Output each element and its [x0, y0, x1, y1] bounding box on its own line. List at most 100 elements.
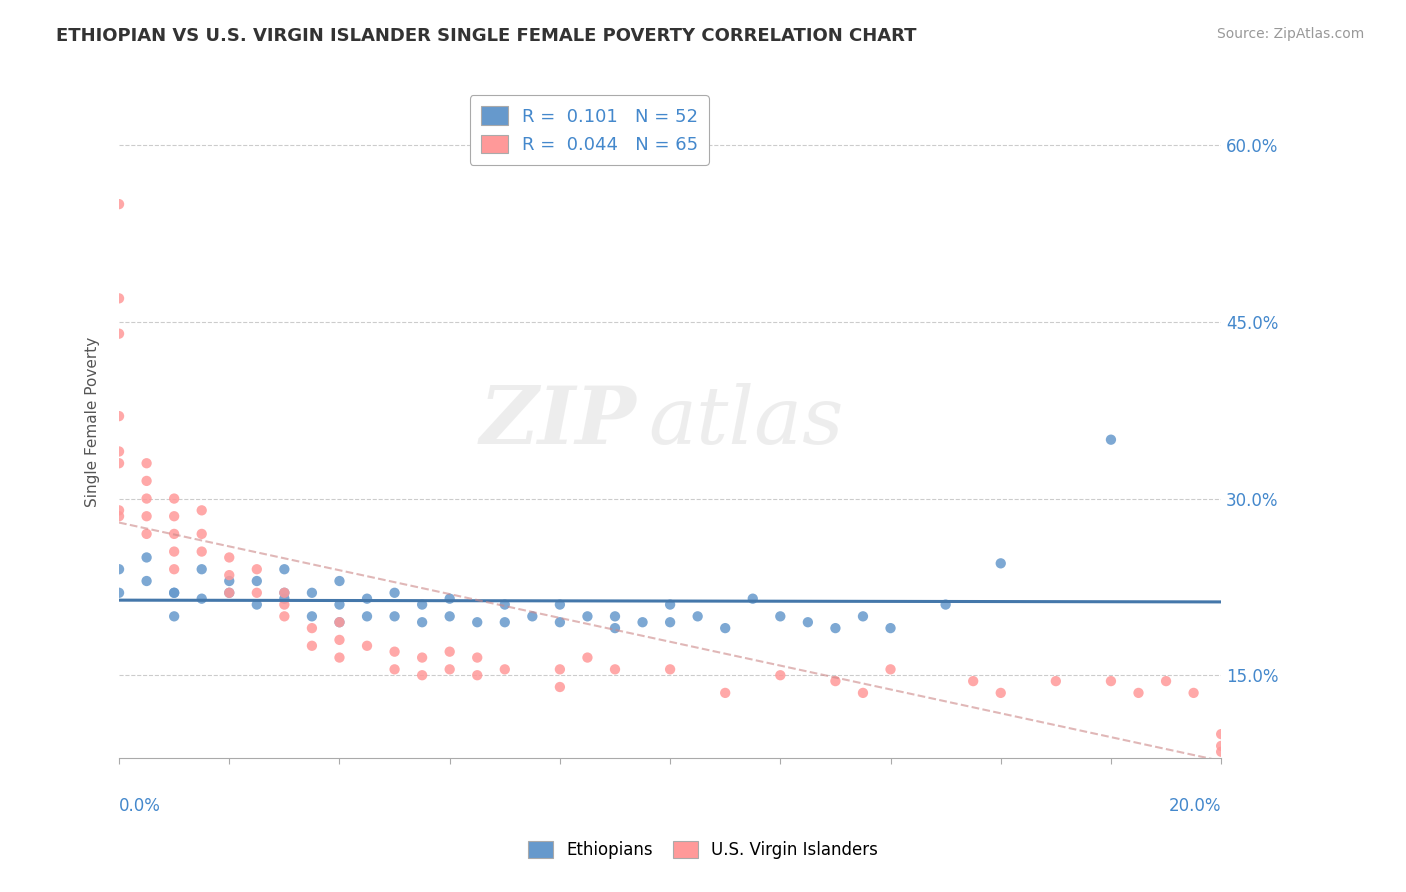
- Point: [135, 509, 157, 524]
- Point: [990, 686, 1012, 700]
- Point: [356, 609, 378, 624]
- Point: [218, 586, 240, 600]
- Point: [135, 456, 157, 470]
- Point: [576, 650, 599, 665]
- Text: atlas: atlas: [648, 384, 844, 461]
- Point: [852, 609, 875, 624]
- Point: [1128, 686, 1150, 700]
- Point: [494, 598, 516, 612]
- Point: [852, 686, 875, 700]
- Point: [659, 598, 682, 612]
- Point: [108, 409, 131, 424]
- Point: [301, 586, 323, 600]
- Point: [769, 609, 792, 624]
- Point: [328, 598, 350, 612]
- Text: 20.0%: 20.0%: [1168, 797, 1222, 814]
- Point: [108, 444, 131, 458]
- Point: [384, 609, 406, 624]
- Point: [548, 615, 571, 630]
- Point: [465, 668, 488, 682]
- Point: [522, 609, 544, 624]
- Point: [163, 562, 186, 576]
- Point: [108, 586, 131, 600]
- Point: [163, 527, 186, 541]
- Point: [246, 574, 269, 588]
- Point: [494, 615, 516, 630]
- Point: [163, 509, 186, 524]
- Point: [603, 621, 626, 635]
- Point: [384, 586, 406, 600]
- Point: [439, 645, 461, 659]
- Point: [163, 586, 186, 600]
- Point: [879, 621, 901, 635]
- Point: [108, 291, 131, 305]
- Point: [411, 650, 433, 665]
- Point: [273, 586, 295, 600]
- Point: [190, 527, 212, 541]
- Point: [411, 615, 433, 630]
- Point: [714, 686, 737, 700]
- Point: [356, 591, 378, 606]
- Point: [1211, 745, 1233, 759]
- Point: [824, 621, 846, 635]
- Point: [246, 586, 269, 600]
- Point: [384, 645, 406, 659]
- Point: [108, 503, 131, 517]
- Legend: R =  0.101   N = 52, R =  0.044   N = 65: R = 0.101 N = 52, R = 0.044 N = 65: [470, 95, 709, 165]
- Point: [328, 615, 350, 630]
- Point: [1045, 674, 1067, 689]
- Point: [273, 591, 295, 606]
- Point: [1182, 686, 1205, 700]
- Point: [163, 491, 186, 506]
- Point: [411, 598, 433, 612]
- Point: [273, 609, 295, 624]
- Point: [797, 615, 820, 630]
- Point: [135, 550, 157, 565]
- Point: [246, 598, 269, 612]
- Legend: Ethiopians, U.S. Virgin Islanders: Ethiopians, U.S. Virgin Islanders: [522, 834, 884, 866]
- Point: [962, 674, 984, 689]
- Text: ZIP: ZIP: [481, 384, 637, 461]
- Point: [328, 574, 350, 588]
- Point: [879, 662, 901, 676]
- Point: [108, 562, 131, 576]
- Point: [1211, 739, 1233, 753]
- Point: [741, 591, 763, 606]
- Point: [218, 574, 240, 588]
- Point: [439, 662, 461, 676]
- Point: [769, 668, 792, 682]
- Point: [1099, 433, 1122, 447]
- Point: [108, 509, 131, 524]
- Point: [576, 609, 599, 624]
- Point: [108, 326, 131, 341]
- Point: [548, 598, 571, 612]
- Point: [190, 562, 212, 576]
- Point: [218, 568, 240, 582]
- Point: [356, 639, 378, 653]
- Point: [384, 662, 406, 676]
- Point: [714, 621, 737, 635]
- Point: [301, 621, 323, 635]
- Point: [494, 662, 516, 676]
- Point: [135, 527, 157, 541]
- Point: [135, 474, 157, 488]
- Point: [328, 650, 350, 665]
- Point: [328, 632, 350, 647]
- Point: [273, 586, 295, 600]
- Text: Source: ZipAtlas.com: Source: ZipAtlas.com: [1216, 27, 1364, 41]
- Point: [659, 615, 682, 630]
- Point: [135, 574, 157, 588]
- Point: [301, 639, 323, 653]
- Point: [1099, 674, 1122, 689]
- Point: [1237, 691, 1260, 706]
- Point: [163, 544, 186, 558]
- Point: [190, 591, 212, 606]
- Point: [108, 456, 131, 470]
- Point: [935, 598, 957, 612]
- Point: [548, 680, 571, 694]
- Point: [163, 586, 186, 600]
- Text: 0.0%: 0.0%: [120, 797, 160, 814]
- Point: [190, 503, 212, 517]
- Text: ETHIOPIAN VS U.S. VIRGIN ISLANDER SINGLE FEMALE POVERTY CORRELATION CHART: ETHIOPIAN VS U.S. VIRGIN ISLANDER SINGLE…: [56, 27, 917, 45]
- Point: [631, 615, 654, 630]
